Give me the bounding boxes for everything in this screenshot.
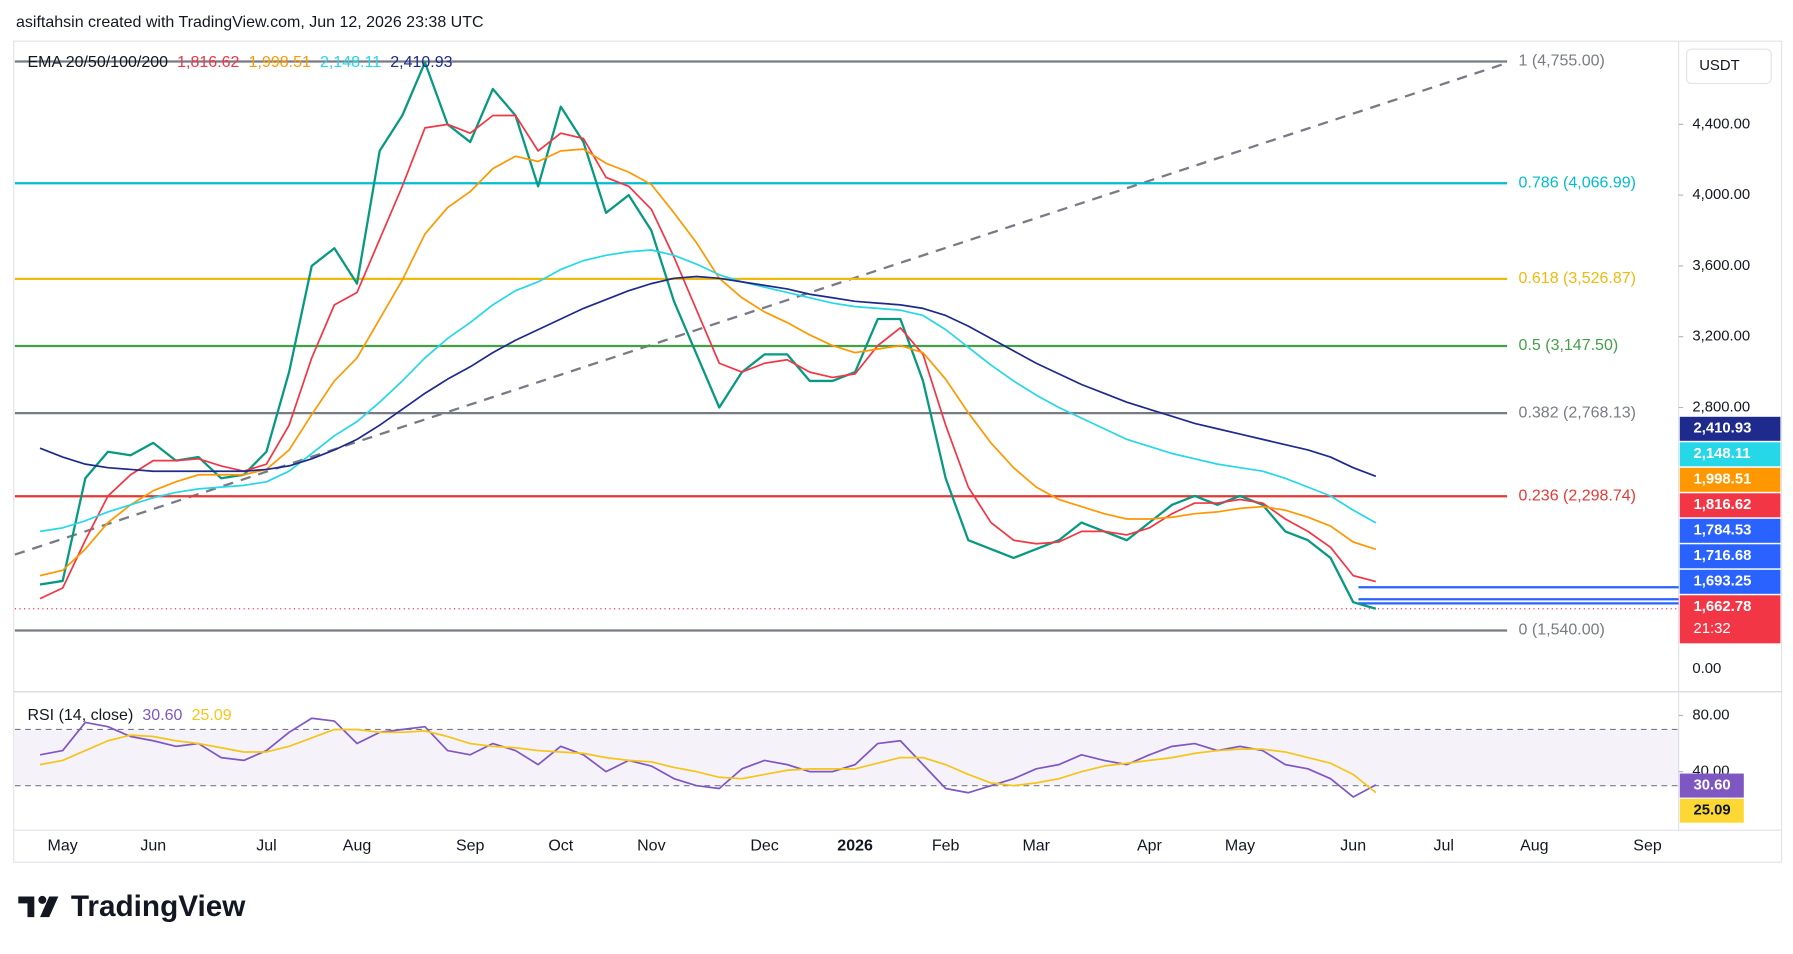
price-badge <box>1679 595 1781 644</box>
y-axis-bottom-label: 0.00 <box>1692 661 1721 677</box>
x-tick-label: Nov <box>637 837 665 854</box>
logo-mark <box>40 896 59 918</box>
price-badge-label: 1,716.68 <box>1694 548 1752 564</box>
fib-label: 0.5 (3,147.50) <box>1519 337 1619 354</box>
x-tick-label: Mar <box>1022 837 1050 854</box>
price-badge-label: 2,410.93 <box>1694 421 1752 437</box>
chart-frame <box>13 40 1783 863</box>
fib-label: 0.382 (2,768.13) <box>1519 404 1636 421</box>
x-tick-label: Oct <box>548 837 573 854</box>
price-pane: 1 (4,755.00) 0.786 (4,066.99) 0.618 (3,526… <box>14 53 1679 639</box>
legend-value: 25.09 <box>192 707 232 724</box>
x-tick-label: Apr <box>1137 837 1163 854</box>
fib-label: 0.236 (2,298.74) <box>1519 487 1636 504</box>
price-badge-label: 1,784.53 <box>1694 523 1752 539</box>
y-tick-label: 3,200.00 <box>1692 329 1750 345</box>
x-tick-label: 2026 <box>837 837 873 854</box>
rsi-band <box>14 729 1679 786</box>
price-badge <box>1679 442 1781 467</box>
x-tick-label: Dec <box>750 837 778 854</box>
legend-title: RSI (14, close) <box>27 707 133 724</box>
price-badge <box>1679 416 1781 441</box>
y-tick-label: 4,000.00 <box>1692 187 1750 203</box>
rsi-badge <box>1679 773 1744 798</box>
y-tick-label: 2,800.00 <box>1692 399 1750 415</box>
x-tick-label: Feb <box>932 837 960 854</box>
rsi-badge <box>1679 798 1744 823</box>
fib-label: 1 (4,755.00) <box>1519 53 1605 70</box>
price-badge <box>1679 518 1781 543</box>
legend-value: 30.60 <box>142 707 182 724</box>
price-badge <box>1679 493 1781 518</box>
rsi-pane: RSI (14, close) 30.60 25.09 <box>14 707 1679 798</box>
price-badge-label: 1,816.62 <box>1694 497 1752 513</box>
price-badge-label: 2,148.11 <box>1694 446 1751 462</box>
x-tick-label: May <box>48 837 78 854</box>
series-line <box>39 275 1377 478</box>
price-badge-label: 1,662.78 <box>1694 599 1752 615</box>
x-tick-label: Sep <box>1633 837 1662 854</box>
legend-title: EMA 20/50/100/200 <box>27 54 168 71</box>
logo-mark <box>18 896 35 918</box>
legend-value: 2,410.93 <box>390 54 452 71</box>
price-badge-countdown: 21:32 <box>1694 621 1731 637</box>
y-tick-label: 4,400.00 <box>1692 116 1750 132</box>
currency-box <box>1686 48 1772 85</box>
series-line <box>39 61 1377 610</box>
currency-label: USDT <box>1699 58 1739 74</box>
price-badge-label: 1,693.25 <box>1694 574 1752 590</box>
logo-mark <box>38 895 47 904</box>
x-tick-label: May <box>1225 837 1255 854</box>
x-tick-label: Jul <box>1434 837 1454 854</box>
series-line <box>39 249 1377 533</box>
x-tick-label: Jun <box>140 837 166 854</box>
x-tick-label: Jul <box>256 837 276 854</box>
x-tick-label: Jun <box>1340 837 1366 854</box>
rsi-badge-label: 30.60 <box>1694 777 1731 793</box>
fib-label: 0.618 (3,526.87) <box>1519 270 1636 287</box>
y-tick-label: 3,600.00 <box>1692 258 1750 274</box>
trend-line <box>14 61 1508 556</box>
series-line <box>39 114 1377 600</box>
footer-brand: TradingView <box>71 890 246 923</box>
price-badge <box>1679 569 1781 594</box>
legend-value: 1,816.62 <box>177 54 239 71</box>
footer-logo: TradingView <box>18 890 246 923</box>
header-text: asiftahsin created with TradingView.com,… <box>16 14 484 31</box>
price-badge <box>1679 467 1781 492</box>
fib-label: 0.786 (4,066.99) <box>1519 174 1636 191</box>
axes: USDT 2,800.00 3,200.00 3,600.00 4,000.00 4,4… <box>48 48 1781 854</box>
price-badge <box>1679 544 1781 569</box>
price-badge-label: 1,998.51 <box>1694 472 1752 488</box>
x-tick-label: Sep <box>456 837 485 854</box>
legend-value: 2,148.11 <box>320 54 381 71</box>
x-tick-label: Aug <box>343 837 371 854</box>
fib-label: 0 (1,540.00) <box>1519 622 1605 639</box>
series-line <box>39 728 1377 794</box>
x-tick-label: Aug <box>1520 837 1548 854</box>
rsi-badge-label: 25.09 <box>1694 803 1731 819</box>
legend-value: 1,998.51 <box>249 54 311 71</box>
y-tick-label: 80.00 <box>1692 707 1729 723</box>
